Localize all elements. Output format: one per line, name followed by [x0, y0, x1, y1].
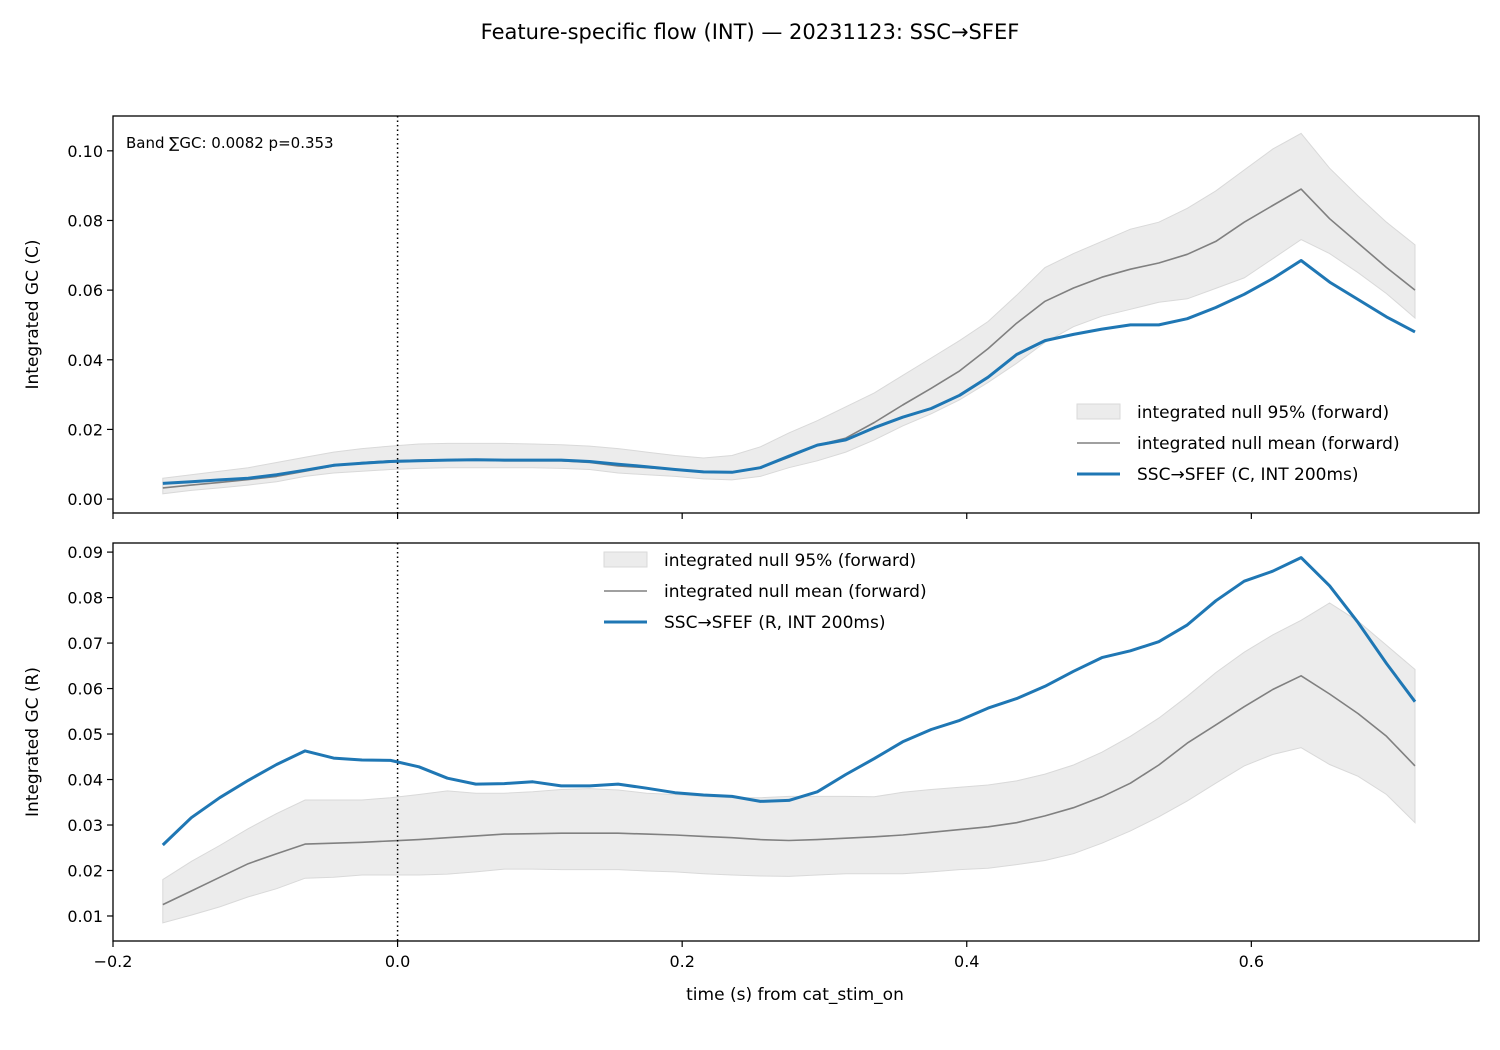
- bottom-panel: −0.2 0.0 0.2 0.4 0.6 0.01 0.02 0.03 0.04 0.05 0.06…: [23, 542, 1480, 971]
- legend-band-entry: integrated null 95% (forward): [1137, 403, 1389, 423]
- y-tick-label: 0.03: [67, 816, 103, 835]
- legend-band-swatch: [603, 551, 648, 568]
- y-tick-label: 0.05: [67, 725, 103, 744]
- y-tick-label: 0.00: [67, 490, 103, 509]
- y-tick-label: 0.07: [67, 634, 103, 653]
- y-tick-label: 0.04: [67, 771, 103, 790]
- legend-band-swatch: [1076, 403, 1121, 420]
- null-mean-line: [162, 674, 1416, 906]
- y-axis-label: Integrated GC (R): [23, 667, 43, 817]
- y-tick-label: 0.02: [67, 420, 103, 439]
- y-tick-label: 0.02: [67, 861, 103, 880]
- x-tick-label: 0.2: [669, 952, 694, 971]
- x-tick-label: 0.6: [1239, 952, 1264, 971]
- x-axis-label: time (s) from cat_stim_on: [686, 985, 904, 1005]
- figure-title: Feature-specific flow (INT) — 20231123: …: [481, 20, 1020, 44]
- y-tick-label: 0.10: [67, 142, 103, 161]
- axes-frame: [112, 542, 1480, 942]
- legend-null-mean-entry: integrated null mean (forward): [664, 582, 927, 602]
- null-95-band: [162, 602, 1416, 924]
- observed-gc-line: [162, 259, 1416, 485]
- x-tick-label: 0.0: [385, 952, 410, 971]
- x-tick-label: 0.4: [954, 952, 979, 971]
- y-tick-label: 0.08: [67, 589, 103, 608]
- top-panel: 0.00 0.02 0.04 0.06 0.08 0.10 Integrated GC (C…: [23, 115, 1480, 519]
- y-tick-label: 0.08: [67, 211, 103, 230]
- y-tick-label: 0.01: [67, 907, 103, 926]
- y-tick-label: 0.06: [67, 680, 103, 699]
- y-tick-label: 0.06: [67, 281, 103, 300]
- legend-null-mean-entry: integrated null mean (forward): [1137, 434, 1400, 454]
- band-sum-annotation: Band ∑GC: 0.0082 p=0.353: [126, 134, 334, 152]
- legend-observed-entry: SSC→SFEF (C, INT 200ms): [1137, 465, 1359, 485]
- y-axis-label: Integrated GC (C): [23, 239, 43, 389]
- legend-observed-entry: SSC→SFEF (R, INT 200ms): [664, 613, 885, 633]
- y-tick-label: 0.09: [67, 543, 103, 562]
- axes-frame: [112, 115, 1480, 514]
- legend-band-entry: integrated null 95% (forward): [664, 551, 916, 571]
- observed-gc-line: [161, 556, 1417, 847]
- y-tick-label: 0.04: [67, 351, 103, 370]
- x-tick-label: −0.2: [94, 952, 133, 971]
- null-95-band: [162, 132, 1416, 495]
